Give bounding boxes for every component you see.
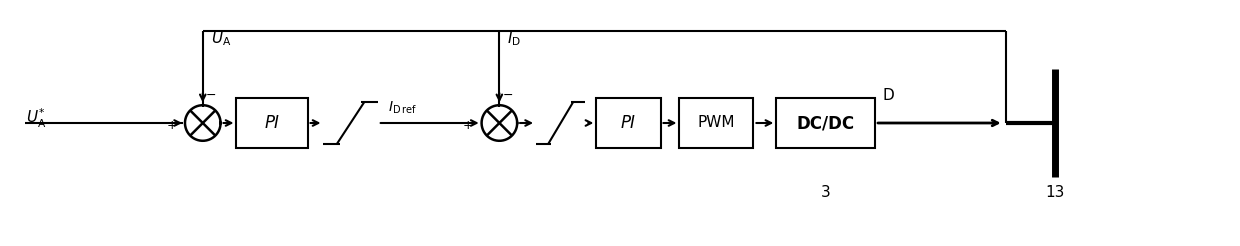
Text: D: D (882, 88, 894, 103)
Text: −: − (206, 89, 216, 102)
Text: $I_{\rm D}$: $I_{\rm D}$ (507, 29, 521, 48)
Text: PI: PI (621, 114, 636, 132)
Bar (680, 98, 754, 148)
Text: +: + (166, 120, 177, 132)
Bar (776, 98, 875, 148)
Text: $U_{\rm A}^{*}$: $U_{\rm A}^{*}$ (26, 107, 47, 130)
Text: −: − (502, 89, 513, 102)
Text: 3: 3 (821, 185, 831, 200)
Bar (596, 98, 661, 148)
Text: PI: PI (264, 114, 279, 132)
Text: DC/DC: DC/DC (796, 114, 854, 132)
Text: $I_{\rm D\,ref}$: $I_{\rm D\,ref}$ (388, 100, 417, 116)
Bar (237, 98, 308, 148)
Text: $U_{\rm A}$: $U_{\rm A}$ (211, 29, 231, 48)
Text: PWM: PWM (698, 116, 735, 130)
Text: 13: 13 (1045, 185, 1065, 200)
Text: +: + (463, 120, 474, 132)
